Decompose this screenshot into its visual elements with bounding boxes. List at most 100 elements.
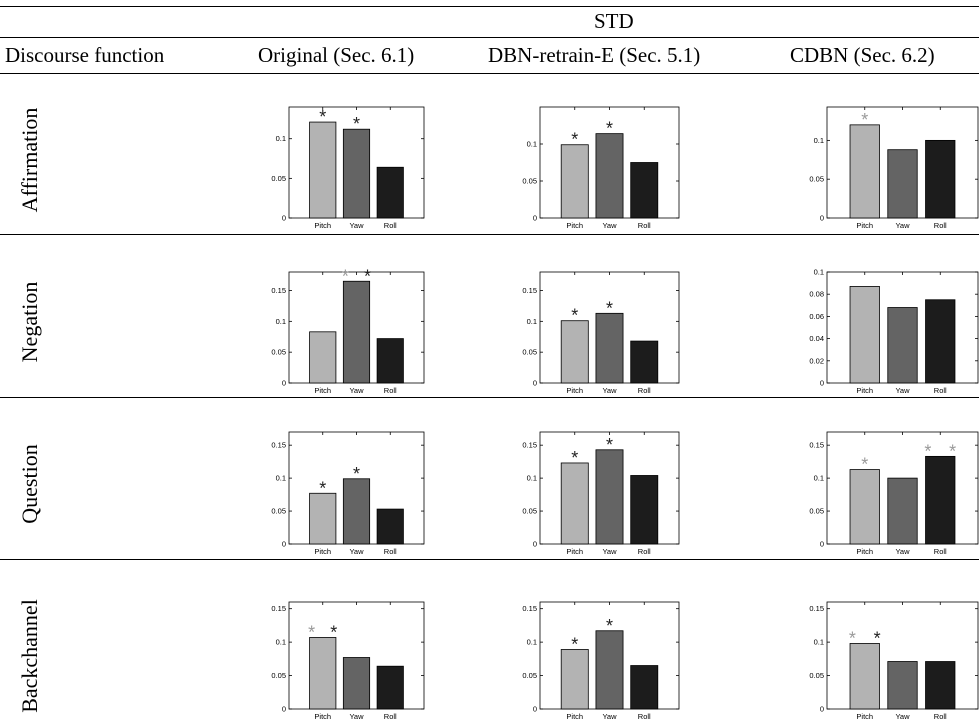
row-separator <box>0 234 979 235</box>
significance-star: * <box>606 435 613 455</box>
y-tick-label: 0.1 <box>814 474 824 483</box>
x-tick-label: Roll <box>638 712 651 721</box>
y-tick-label: 0.1 <box>276 134 286 143</box>
bar-pitch <box>309 637 337 710</box>
x-tick-label: Roll <box>638 221 651 230</box>
bar-yaw <box>595 449 624 545</box>
bar-pitch <box>849 469 880 545</box>
x-tick-label: Roll <box>384 712 397 721</box>
y-tick-label: 0 <box>282 705 286 714</box>
y-tick-label: 0 <box>533 705 537 714</box>
y-tick-label: 0.15 <box>809 604 824 613</box>
y-tick-label: 0.05 <box>809 175 824 184</box>
x-tick-label: Roll <box>638 547 651 556</box>
y-tick-label: 0 <box>820 214 824 223</box>
header-discourse-function: Discourse function <box>5 43 165 67</box>
significance-star: * <box>571 448 578 468</box>
bar-roll <box>925 299 956 384</box>
bar-roll <box>376 338 404 384</box>
y-tick-label: 0.15 <box>522 441 537 450</box>
x-tick-label: Roll <box>384 221 397 230</box>
y-tick-label: 0 <box>282 379 286 388</box>
x-tick-label: Pitch <box>856 386 873 395</box>
y-tick-label: 0.1 <box>814 136 824 145</box>
y-tick-label: 0.05 <box>522 348 537 357</box>
bar-yaw <box>887 477 918 545</box>
significance-star: * <box>353 464 360 484</box>
significance-star: * <box>364 266 371 286</box>
x-tick-label: Yaw <box>602 547 617 556</box>
bar-yaw <box>342 478 371 545</box>
y-tick-label: 0 <box>533 379 537 388</box>
y-tick-label: 0 <box>820 540 824 549</box>
y-tick-label: 0.1 <box>276 638 286 647</box>
header-rule-1 <box>0 37 979 38</box>
header-col-original: Original (Sec. 6.1) <box>258 43 415 67</box>
bar-pitch <box>560 649 589 710</box>
y-tick-label: 0.05 <box>271 507 286 516</box>
significance-star: * <box>353 114 360 134</box>
y-tick-label: 0.06 <box>809 312 824 321</box>
y-tick-label: 0.02 <box>809 356 824 365</box>
bar-yaw <box>887 661 918 710</box>
bar-yaw <box>342 280 371 384</box>
significance-star: * <box>861 455 868 475</box>
y-tick-label: 0.1 <box>276 474 286 483</box>
x-tick-label: Pitch <box>566 712 583 721</box>
x-tick-label: Pitch <box>566 547 583 556</box>
significance-star: * <box>571 306 578 326</box>
top-rule <box>0 6 979 7</box>
bar-pitch <box>560 320 589 384</box>
y-tick-label: 0.15 <box>522 604 537 613</box>
header-col-cdbn: CDBN (Sec. 6.2) <box>790 43 935 67</box>
y-tick-label: 0.05 <box>271 348 286 357</box>
bar-pitch <box>309 492 337 545</box>
bar-yaw <box>887 149 918 219</box>
bar-roll <box>925 139 956 219</box>
significance-star: * <box>319 478 326 498</box>
y-tick-label: 0.15 <box>271 604 286 613</box>
header-rule-2 <box>0 73 979 74</box>
y-tick-label: 0 <box>533 214 537 223</box>
significance-star: * <box>924 441 931 461</box>
bar-roll <box>925 661 956 710</box>
bar-pitch <box>849 286 880 384</box>
y-tick-label: 0 <box>820 379 824 388</box>
significance-star: * <box>319 107 326 127</box>
bar-roll <box>376 508 404 545</box>
x-tick-label: Yaw <box>602 221 617 230</box>
significance-star: * <box>308 622 315 642</box>
header-super-std: STD <box>594 9 634 33</box>
y-tick-label: 0.15 <box>271 286 286 295</box>
x-tick-label: Pitch <box>566 221 583 230</box>
x-tick-label: Pitch <box>314 386 331 395</box>
bar-pitch <box>560 462 589 545</box>
x-tick-label: Pitch <box>856 221 873 230</box>
x-tick-label: Roll <box>934 386 947 395</box>
x-tick-label: Roll <box>934 712 947 721</box>
bar-roll <box>925 455 956 545</box>
significance-star: * <box>874 628 881 648</box>
y-tick-label: 0 <box>282 214 286 223</box>
significance-star: * <box>571 130 578 150</box>
x-tick-label: Roll <box>934 547 947 556</box>
bar-yaw <box>887 307 918 384</box>
y-tick-label: 0.15 <box>809 441 824 450</box>
y-tick-label: 0.15 <box>271 441 286 450</box>
x-tick-label: Yaw <box>349 547 364 556</box>
significance-star: * <box>342 266 349 286</box>
row-separator <box>0 397 979 398</box>
bar-pitch <box>849 643 880 710</box>
y-tick-label: 0.04 <box>809 334 824 343</box>
bar-yaw <box>342 128 371 219</box>
bar-yaw <box>595 630 624 710</box>
x-tick-label: Pitch <box>856 547 873 556</box>
x-tick-label: Yaw <box>602 386 617 395</box>
